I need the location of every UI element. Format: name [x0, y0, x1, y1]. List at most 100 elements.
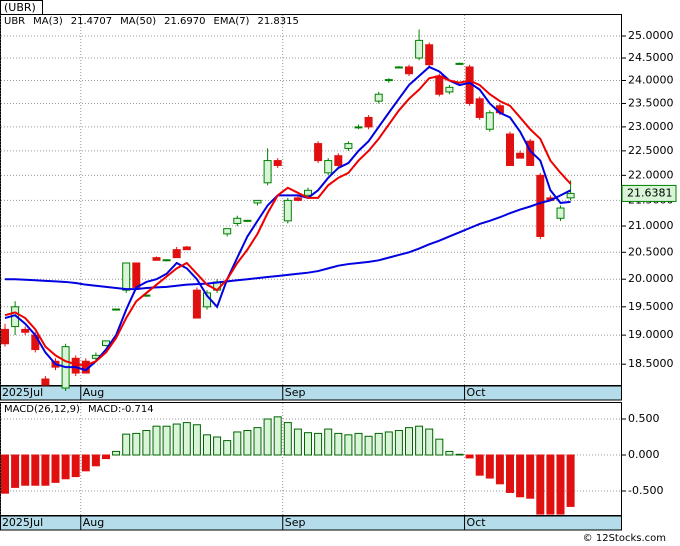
- macd-bar: [71, 454, 80, 478]
- macd-bar: [112, 450, 121, 456]
- last-price-box: [621, 184, 677, 202]
- candle-body: [405, 66, 413, 75]
- legend-value: 21.4707: [71, 16, 112, 27]
- candle-body: [516, 152, 525, 159]
- macd-bar: [233, 431, 242, 456]
- y-tick-label: 18.5000: [628, 357, 674, 370]
- y-tick-label: 0.500: [628, 412, 660, 425]
- macd-bar: [435, 438, 444, 456]
- macd-bar: [1, 454, 9, 494]
- candle-body: [506, 133, 514, 166]
- candle-body: [223, 228, 232, 235]
- x-tick-label: Sep: [285, 516, 306, 529]
- footer: © 12Stocks.com: [583, 533, 666, 544]
- candle-body: [172, 249, 181, 259]
- macd-bar: [213, 436, 222, 456]
- macd-bar: [162, 425, 171, 456]
- macd-bar: [182, 422, 191, 456]
- macd-bar: [475, 454, 484, 476]
- macd-bar: [152, 425, 161, 456]
- macd-bar: [142, 430, 151, 456]
- candle-body: [364, 116, 373, 128]
- macd-bar: [546, 454, 555, 515]
- y-tick-label: 24.0000: [628, 74, 674, 87]
- macd-bar: [455, 453, 464, 456]
- date-strip: [0, 515, 622, 531]
- y-tick-label: 20.0000: [628, 272, 674, 285]
- macd-bar: [354, 432, 363, 456]
- candle-body: [445, 86, 454, 93]
- macd-bar: [566, 454, 575, 507]
- macd-bar: [81, 454, 90, 472]
- macd-bar: [263, 418, 272, 456]
- legend-value: 21.8315: [257, 16, 298, 27]
- candle-body: [71, 357, 80, 374]
- macd-bar: [243, 430, 252, 456]
- macd-bar: [526, 454, 535, 499]
- candle-body: [162, 259, 171, 262]
- macd-bar: [536, 454, 545, 515]
- y-tick-label: 22.0000: [628, 168, 674, 181]
- indicator-line: [4, 74, 572, 367]
- x-tick-label: Oct: [467, 386, 487, 399]
- macd-bar: [31, 454, 40, 486]
- macd-bar: [51, 454, 60, 483]
- macd-bar: [374, 432, 383, 456]
- macd-bar: [425, 428, 434, 456]
- y-tick-label: 25.0000: [628, 29, 674, 42]
- panel-title: MACD(26,12,9): [4, 404, 80, 415]
- legend-value: 21.6970: [164, 16, 205, 27]
- y-tick-label: -0.500: [628, 484, 663, 497]
- macd-bar: [384, 431, 393, 456]
- candle-body: [182, 246, 191, 251]
- candle-body: [31, 334, 40, 351]
- macd-bar: [21, 454, 30, 486]
- candle-body: [132, 262, 141, 288]
- candle-body: [283, 199, 292, 222]
- candle-body: [374, 93, 383, 102]
- candle-body: [112, 308, 121, 311]
- macd-bar: [506, 454, 514, 493]
- candle-body: [263, 160, 272, 184]
- candle-body: [324, 160, 333, 174]
- macd-bar: [91, 454, 100, 467]
- candle-body: [455, 62, 464, 65]
- macd-bar: [556, 454, 565, 515]
- candle-body: [384, 79, 393, 82]
- y-tick-label: 22.5000: [628, 144, 674, 157]
- macd-bar: [364, 435, 373, 456]
- macd-bar: [102, 454, 110, 460]
- x-tick-label: 2025Jul: [2, 386, 43, 399]
- candle-body: [485, 112, 494, 130]
- candle-body: [334, 155, 343, 166]
- macd-bar: [495, 454, 504, 485]
- macd-bar: [344, 434, 353, 456]
- macd-bar: [273, 416, 282, 456]
- macd-bar: [61, 454, 70, 480]
- candle-body: [304, 189, 312, 196]
- candle-body: [243, 219, 252, 222]
- x-tick-label: Aug: [83, 516, 104, 529]
- candle-body: [566, 192, 575, 199]
- candle-body: [394, 66, 403, 69]
- macd-bar: [394, 430, 403, 456]
- candle-body: [21, 328, 30, 333]
- legend-name: MA(50): [120, 16, 156, 27]
- candle-body: [192, 289, 201, 319]
- legend-name: EMA(7): [214, 16, 250, 27]
- y-tick-label: 23.5000: [628, 96, 674, 109]
- macd-bar: [132, 432, 141, 456]
- legend-symbol: UBR: [4, 16, 25, 27]
- y-tick-label: 24.5000: [628, 51, 674, 64]
- candle-body: [354, 126, 363, 129]
- y-tick-label: 21.0000: [628, 219, 674, 232]
- candle-body: [293, 197, 302, 201]
- y-tick-label: 20.5000: [628, 245, 674, 258]
- y-tick-label: 19.0000: [628, 328, 674, 341]
- macd-bar: [11, 454, 20, 488]
- candle-body: [475, 98, 484, 118]
- candle-body: [41, 378, 50, 386]
- candle-body: [536, 174, 545, 237]
- indicator-line: [5, 189, 572, 291]
